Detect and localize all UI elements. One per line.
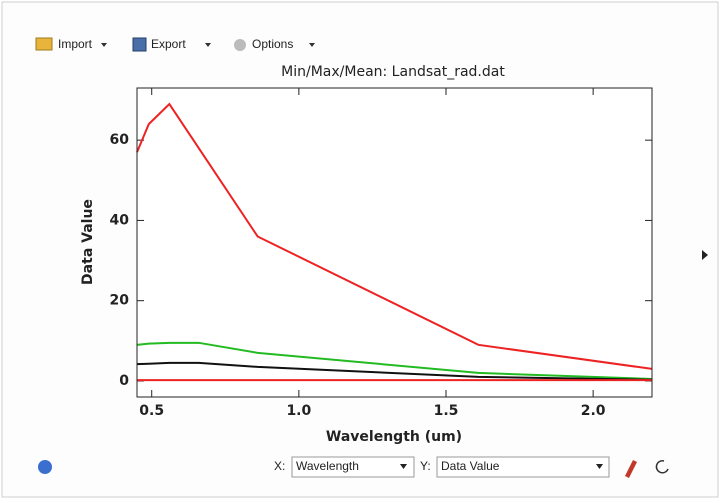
x-tick-label: 1.0 <box>286 403 311 419</box>
plot-area <box>137 88 652 397</box>
dropdown-arrow <box>596 464 603 469</box>
y-tick-label: 40 <box>110 212 130 228</box>
x-tick-label: 2.0 <box>581 403 606 419</box>
x-select-value: Wavelength <box>296 459 359 473</box>
help-button[interactable] <box>38 460 52 474</box>
series-line <box>136 341 653 380</box>
y-tick-label: 60 <box>110 132 130 148</box>
expand-arrow[interactable] <box>702 250 708 260</box>
export-menu[interactable]: Export <box>151 37 186 51</box>
options-icon[interactable] <box>234 39 246 51</box>
plot-frame <box>136 87 653 398</box>
x-label: X: <box>274 459 285 473</box>
export-icon[interactable] <box>132 37 147 52</box>
dropdown-arrow <box>101 43 107 47</box>
refresh-button[interactable] <box>655 460 669 474</box>
dropdown-arrow <box>400 464 407 469</box>
y-select-value: Data Value <box>441 459 500 473</box>
x-select[interactable] <box>291 456 415 478</box>
series-line <box>136 102 653 370</box>
import-icon[interactable] <box>35 37 53 51</box>
plot: 0 20 40 60 0.5 1.0 1.5 2.0 <box>110 87 653 419</box>
edit-button[interactable] <box>625 460 637 478</box>
y-label: Y: <box>420 459 431 473</box>
y-tick-label: 0 <box>119 373 129 389</box>
series-line <box>136 361 653 381</box>
dropdown-arrow <box>205 43 211 47</box>
y-axis-label: Data Value <box>80 199 96 285</box>
x-tick-label: 1.5 <box>434 403 459 419</box>
chart-title: Min/Max/Mean: Landsat_rad.dat <box>281 64 505 80</box>
x-axis-label: Wavelength (um) <box>326 429 462 445</box>
options-menu[interactable]: Options <box>252 37 293 51</box>
y-select[interactable] <box>436 456 610 478</box>
import-menu[interactable]: Import <box>58 37 93 51</box>
y-tick-label: 20 <box>110 293 130 309</box>
x-tick-label: 0.5 <box>139 403 164 419</box>
dropdown-arrow <box>309 43 315 47</box>
